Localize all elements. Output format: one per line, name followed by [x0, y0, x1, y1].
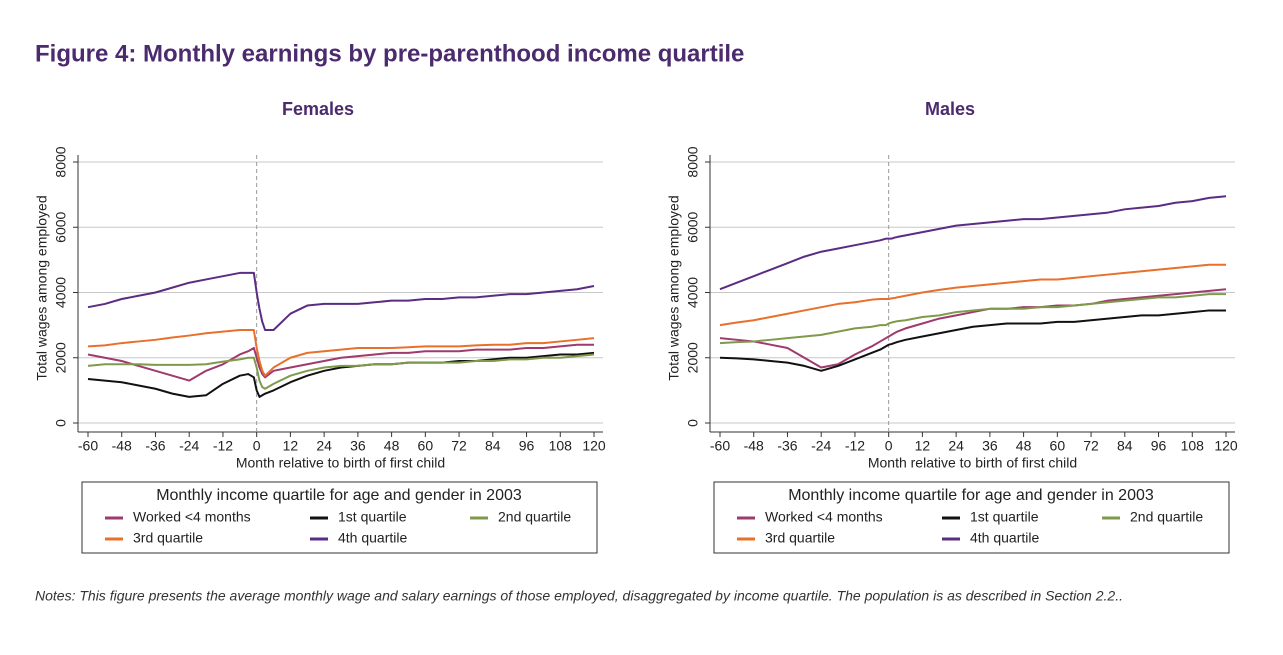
x-tick-label: -36: [145, 438, 165, 454]
y-tick-label: 0: [53, 419, 69, 427]
series-line: [87, 343, 594, 382]
x-tick-label: 120: [1214, 438, 1238, 454]
x-tick-label: 108: [1181, 438, 1205, 454]
x-tick-label: 72: [451, 438, 467, 454]
panel-title: Males: [925, 99, 975, 119]
series-line: [87, 271, 595, 332]
y-tick-label: 4000: [53, 277, 69, 308]
x-tick-label: 84: [1117, 438, 1133, 454]
series-line: [719, 293, 1226, 345]
x-tick-label: 84: [485, 438, 501, 454]
y-tick-label: 6000: [53, 211, 69, 242]
y-tick-label: 8000: [53, 146, 69, 177]
x-tick-label: -60: [710, 438, 730, 454]
x-axis-label: Month relative to birth of first child: [868, 455, 1077, 471]
legend-label: 3rd quartile: [765, 530, 835, 546]
x-tick-label: 0: [253, 438, 261, 454]
x-tick-label: 24: [316, 438, 332, 454]
x-tick-label: 96: [519, 438, 535, 454]
series-line: [719, 309, 1226, 372]
x-tick-label: -24: [179, 438, 199, 454]
x-tick-label: 60: [1050, 438, 1066, 454]
legend-box: [81, 481, 598, 554]
notes: Notes: This figure presents the average …: [35, 588, 1123, 604]
x-tick-label: -24: [811, 438, 831, 454]
x-tick-label: 96: [1151, 438, 1167, 454]
y-tick-label: 2000: [685, 342, 701, 373]
x-tick-label: 12: [283, 438, 299, 454]
x-tick-label: 24: [948, 438, 964, 454]
figure-title: Figure 4: Monthly earnings by pre-parent…: [35, 40, 744, 67]
x-tick-label: -48: [744, 438, 764, 454]
series-line: [87, 351, 595, 398]
legend-label: Worked <4 months: [133, 509, 251, 525]
x-tick-label: -60: [78, 438, 98, 454]
y-tick-label: 0: [685, 419, 701, 427]
x-tick-label: 60: [418, 438, 434, 454]
x-tick-label: -48: [112, 438, 132, 454]
legend-label: 3rd quartile: [133, 530, 203, 546]
x-tick-label: -12: [213, 438, 233, 454]
x-tick-label: -36: [777, 438, 797, 454]
y-tick-label: 4000: [685, 277, 701, 308]
x-tick-label: -12: [845, 438, 865, 454]
legend-label: Worked <4 months: [765, 509, 883, 525]
x-tick-label: 36: [350, 438, 366, 454]
series-line: [719, 288, 1227, 369]
legend-label: 1st quartile: [970, 509, 1039, 525]
x-tick-label: 48: [1016, 438, 1032, 454]
y-tick-label: 2000: [53, 342, 69, 373]
legend-box: [713, 481, 1230, 554]
legend-label: 2nd quartile: [498, 509, 571, 525]
legend-label: 2nd quartile: [1130, 509, 1203, 525]
panel-title: Females: [282, 99, 354, 119]
y-axis-label: Total wages among employed: [34, 195, 50, 380]
y-axis-label: Total wages among employed: [666, 195, 682, 380]
y-tick-label: 6000: [685, 211, 701, 242]
x-tick-label: 72: [1083, 438, 1099, 454]
x-axis-label: Month relative to birth of first child: [236, 455, 445, 471]
y-tick-label: 8000: [685, 146, 701, 177]
series-line: [87, 329, 595, 377]
series-line: [719, 195, 1227, 291]
series-line: [87, 353, 595, 390]
x-tick-label: 48: [384, 438, 400, 454]
legend-label: 1st quartile: [338, 509, 407, 525]
x-tick-label: 36: [982, 438, 998, 454]
legend-label: 4th quartile: [970, 530, 1039, 546]
x-tick-label: 120: [582, 438, 606, 454]
x-tick-label: 108: [549, 438, 573, 454]
legend-title: Monthly income quartile for age and gend…: [156, 487, 522, 504]
series-line: [719, 263, 1226, 327]
x-tick-label: 0: [885, 438, 893, 454]
legend-title: Monthly income quartile for age and gend…: [788, 487, 1154, 504]
x-tick-label: 12: [915, 438, 931, 454]
legend-label: 4th quartile: [338, 530, 407, 546]
